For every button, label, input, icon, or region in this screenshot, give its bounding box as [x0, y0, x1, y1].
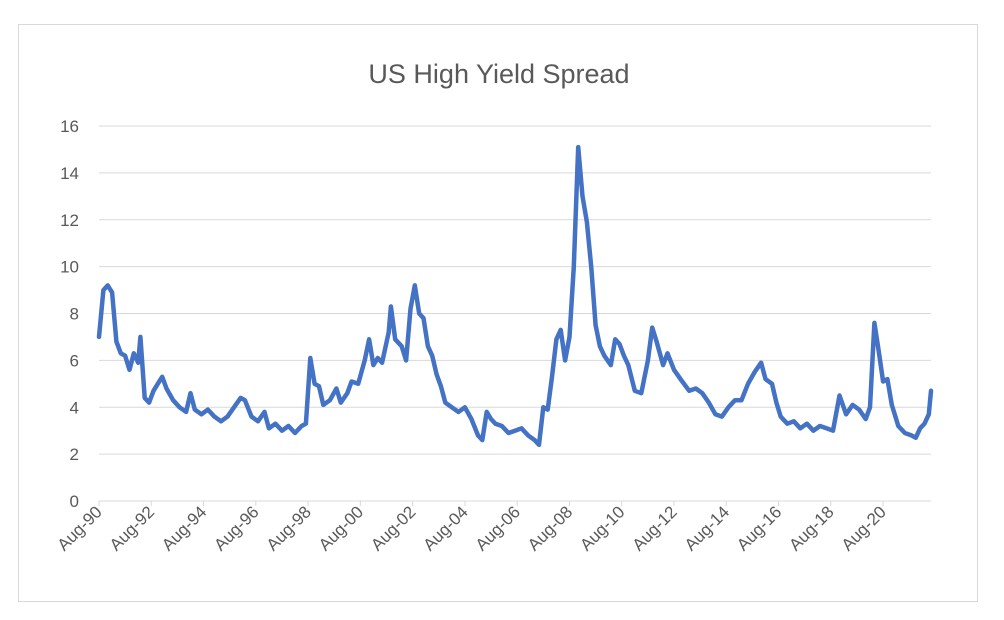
x-tick-label: Aug-96	[210, 502, 262, 554]
y-tick-label: 2	[70, 445, 79, 464]
y-tick-label: 12	[60, 211, 79, 230]
x-tick-label: Aug-20	[838, 502, 890, 554]
x-tick-label: Aug-92	[106, 502, 158, 554]
x-tick-label: Aug-06	[472, 502, 524, 554]
x-axis: Aug-90 Aug-92 Aug-94 Aug-96 Aug-98 Aug-00 Aug-…	[54, 501, 890, 555]
x-tick-label: Aug-12	[629, 502, 681, 554]
x-tick-label: Aug-16	[733, 502, 785, 554]
y-axis: 0 2 4 6 8 10 12 14 16	[60, 117, 79, 511]
y-tick-label: 4	[70, 398, 79, 417]
y-tick-label: 0	[70, 492, 79, 511]
gridlines	[99, 125, 931, 502]
x-tick-label: Aug-00	[315, 502, 367, 554]
x-tick-label: Aug-10	[576, 502, 628, 554]
y-tick-label: 14	[60, 164, 79, 183]
x-tick-label: Aug-02	[367, 502, 419, 554]
x-tick-label: Aug-94	[158, 502, 210, 554]
series-line	[96, 144, 934, 448]
y-tick-label: 8	[70, 305, 79, 324]
x-tick-label: Aug-14	[681, 502, 733, 554]
y-tick-label: 10	[60, 258, 79, 277]
x-tick-label: Aug-18	[785, 502, 837, 554]
x-tick-label: Aug-90	[54, 502, 106, 554]
chart-title: US High Yield Spread	[368, 59, 629, 89]
x-tick-label: Aug-08	[524, 502, 576, 554]
chart-frame: US High Yield Spread 0 2 4 6 8 10 12 14 16 Aug-9…	[18, 24, 978, 602]
x-tick-label: Aug-04	[420, 502, 472, 554]
series-lines	[96, 144, 934, 448]
y-tick-label: 6	[70, 351, 79, 370]
line-chart: US High Yield Spread 0 2 4 6 8 10 12 14 16 Aug-9…	[54, 59, 934, 555]
y-tick-label: 16	[60, 117, 79, 136]
x-tick-label: Aug-98	[263, 502, 315, 554]
